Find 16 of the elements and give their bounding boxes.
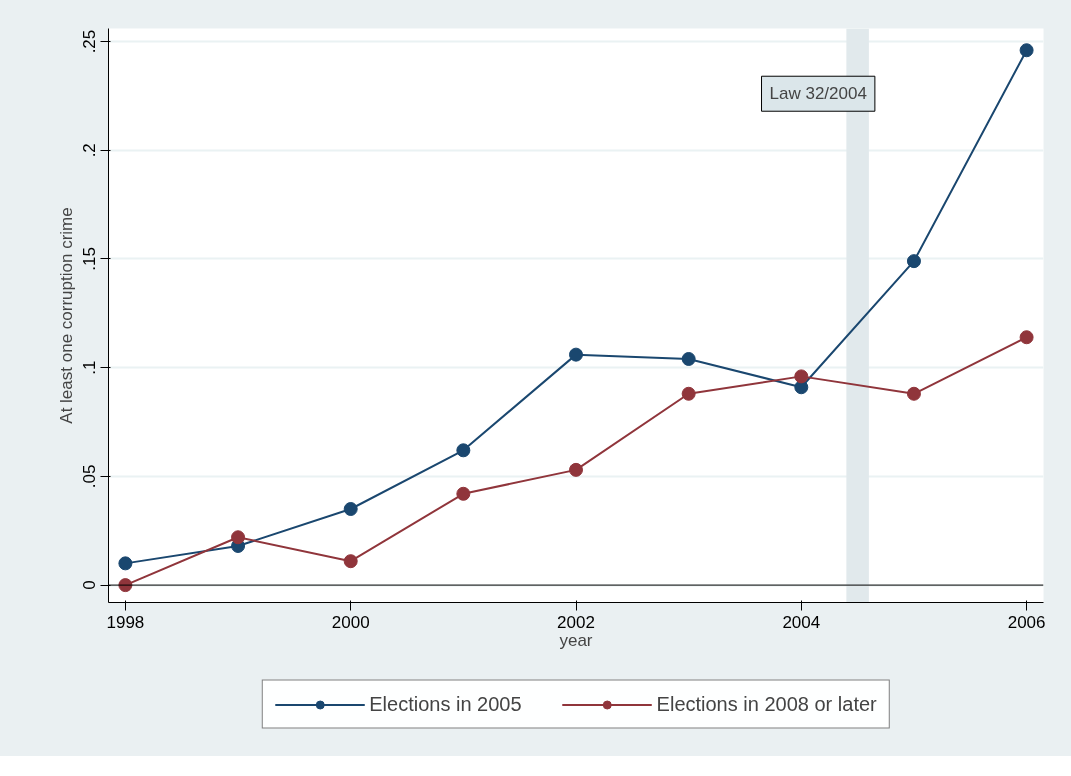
x-tick-label: 2000 (331, 612, 370, 632)
legend-label: Elections in 2005 (369, 692, 522, 716)
y-tick-label: .15 (80, 247, 100, 271)
y-tick-label: .05 (80, 464, 100, 489)
x-tick-label: 2002 (557, 612, 595, 632)
x-tick-label: 2004 (782, 612, 821, 632)
band-label: Law 32/2004 (769, 84, 867, 104)
y-tick-label: .1 (80, 360, 100, 375)
y-tick-label: .2 (80, 143, 100, 158)
x-axis-title: year (559, 630, 593, 650)
y-tick-label: 0 (80, 580, 100, 590)
x-tick-label: 2006 (1007, 612, 1046, 632)
x-tick-label: 1998 (106, 612, 145, 632)
y-tick-label: .25 (80, 29, 100, 54)
y-axis-title: At least one corruption crime (56, 207, 76, 424)
legend-label: Elections in 2008 or later (656, 692, 877, 716)
